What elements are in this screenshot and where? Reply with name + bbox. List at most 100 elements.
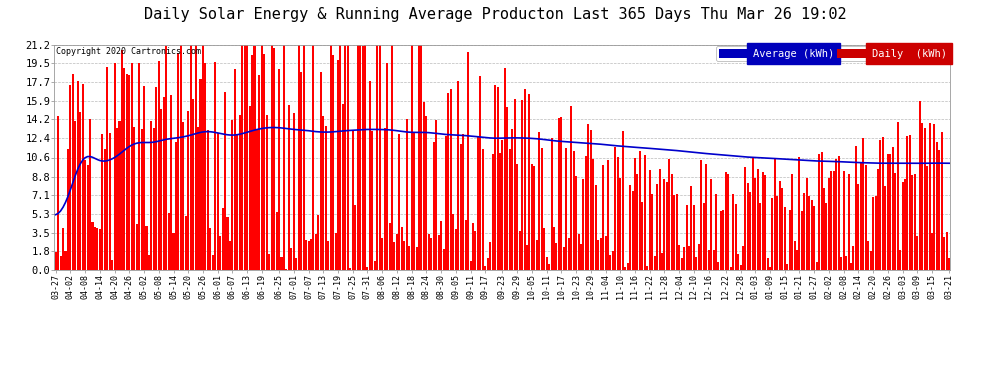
Bar <box>340 45 342 270</box>
Bar <box>703 203 705 270</box>
Bar <box>290 248 292 270</box>
Bar <box>459 144 461 270</box>
Bar <box>673 195 675 270</box>
Bar <box>680 258 683 270</box>
Bar <box>232 120 234 270</box>
Bar <box>116 128 118 270</box>
Bar <box>278 69 280 270</box>
Bar <box>560 117 562 270</box>
Bar <box>170 96 172 270</box>
Bar <box>693 205 695 270</box>
Bar <box>479 76 481 270</box>
Bar <box>325 126 327 270</box>
Bar <box>671 174 673 270</box>
Bar <box>720 211 722 270</box>
Bar <box>756 169 758 270</box>
Bar <box>738 254 740 270</box>
Bar <box>148 255 149 270</box>
Bar <box>894 173 896 270</box>
Bar <box>939 150 940 270</box>
Bar <box>786 264 788 270</box>
Bar <box>72 74 74 270</box>
Bar <box>653 256 655 270</box>
Bar <box>715 194 717 270</box>
Bar <box>940 132 942 270</box>
Bar <box>678 245 680 270</box>
Bar <box>558 118 560 270</box>
Bar <box>570 106 572 270</box>
Bar <box>318 215 320 270</box>
Bar <box>391 45 393 270</box>
Bar <box>393 242 395 270</box>
Bar <box>346 45 348 270</box>
Bar <box>445 136 446 270</box>
Bar <box>160 109 162 270</box>
Bar <box>477 136 479 270</box>
Bar <box>841 258 842 270</box>
Bar <box>129 75 131 270</box>
Bar <box>155 87 157 270</box>
Bar <box>379 45 381 270</box>
Bar <box>521 99 523 270</box>
Bar <box>597 240 599 270</box>
Bar <box>698 244 700 270</box>
Bar <box>157 61 159 270</box>
Bar <box>185 216 187 270</box>
Bar <box>610 255 612 270</box>
Bar <box>335 233 337 270</box>
Bar <box>600 238 602 270</box>
Bar <box>921 123 924 270</box>
Bar <box>769 267 771 270</box>
Bar <box>897 123 899 270</box>
Bar <box>124 68 126 270</box>
Bar <box>313 45 315 270</box>
Bar <box>634 158 636 270</box>
Bar <box>187 111 189 270</box>
Bar <box>710 179 712 270</box>
Bar <box>152 128 154 270</box>
Bar <box>663 179 665 270</box>
Bar <box>305 240 307 270</box>
Bar <box>487 258 489 270</box>
Bar <box>644 155 645 270</box>
Bar <box>239 115 241 270</box>
Bar <box>345 45 346 270</box>
Bar <box>526 244 528 270</box>
Bar <box>808 196 810 270</box>
Bar <box>167 213 169 270</box>
Bar <box>806 178 808 270</box>
Bar <box>418 45 420 270</box>
Bar <box>764 175 766 270</box>
Bar <box>416 248 418 270</box>
Bar <box>472 223 474 270</box>
Bar <box>912 175 914 270</box>
Bar <box>803 194 805 270</box>
Bar <box>847 174 849 270</box>
Bar <box>141 129 143 270</box>
Bar <box>69 85 71 270</box>
Bar <box>192 99 194 270</box>
Bar <box>79 112 81 270</box>
Bar <box>892 147 894 270</box>
Bar <box>572 152 574 270</box>
Bar <box>926 166 928 270</box>
Bar <box>489 242 491 270</box>
Bar <box>771 198 773 270</box>
Bar <box>438 235 440 270</box>
Bar <box>349 268 351 270</box>
Bar <box>646 266 648 270</box>
Bar <box>607 160 609 270</box>
Bar <box>730 267 732 270</box>
Bar <box>872 197 874 270</box>
Bar <box>94 227 96 270</box>
Bar <box>617 158 619 270</box>
Bar <box>754 178 756 270</box>
Bar <box>801 211 803 270</box>
Bar <box>182 122 184 270</box>
Bar <box>536 240 538 270</box>
Bar <box>811 200 813 270</box>
Bar <box>162 97 164 270</box>
Bar <box>637 174 639 270</box>
Bar <box>879 140 881 270</box>
Bar <box>423 102 425 270</box>
